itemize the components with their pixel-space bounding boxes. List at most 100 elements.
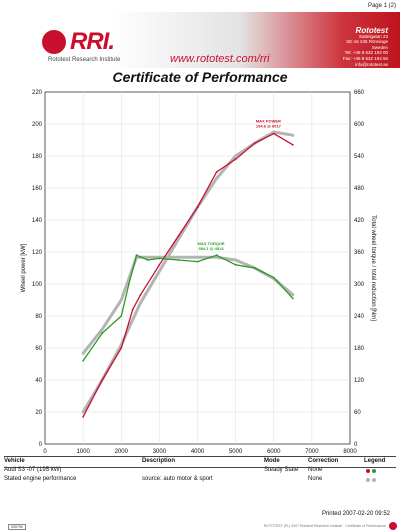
data-point-power-measured [215, 171, 218, 173]
y-left-tick-label: 20 [35, 410, 42, 416]
y-right-tick-label: 420 [354, 218, 365, 224]
vehicle-correction: None [308, 467, 323, 473]
data-point-power-measured [272, 132, 275, 135]
data-point-torque-measured [234, 263, 237, 266]
x-tick-label: 3000 [153, 449, 167, 455]
data-point-torque-measured [135, 254, 138, 257]
header-banner [110, 12, 400, 68]
data-point-power-measured [253, 142, 256, 145]
y-right-tick-label: 360 [354, 250, 365, 256]
y-left-tick-label: 160 [32, 186, 43, 192]
y-left-tick-label: 100 [32, 282, 43, 288]
col-vehicle: Vehicle [4, 458, 25, 464]
data-point-power-measured [291, 143, 294, 146]
address-brand: Rototest [355, 26, 388, 35]
y-left-tick-label: 180 [32, 154, 43, 160]
data-point-torque-measured [101, 332, 104, 334]
y-right-tick-label: 60 [354, 410, 361, 416]
vehicle-mode: Steady State [264, 467, 299, 473]
series-line-torque-measured [82, 254, 294, 362]
y-left-tick-label: 120 [32, 250, 43, 256]
col-correction: Correction [308, 458, 339, 464]
vehicle-description: source: auto motor & sport [142, 476, 213, 482]
x-tick-label: 4000 [191, 449, 205, 455]
data-point-power-measured [131, 308, 134, 311]
legend-torque-dot-icon [372, 469, 376, 473]
data-point-torque-measured [291, 297, 294, 300]
x-tick-label: 0 [43, 449, 47, 455]
x-tick-label: 5000 [229, 449, 243, 455]
x-tick-label: 2000 [115, 449, 129, 455]
x-tick-label: 1000 [76, 449, 90, 455]
legend-swatches [366, 469, 378, 475]
annotation-value: 354.1 @ 4513 [199, 246, 225, 251]
y-right-tick-label: 480 [354, 186, 365, 192]
data-point-power-measured [139, 294, 142, 297]
y-left-tick-label: 60 [35, 346, 42, 352]
address-line: SE-16 245 Rönninge [346, 39, 388, 45]
vehicle-correction: None [308, 476, 323, 482]
y-right-tick-label: 0 [354, 442, 358, 448]
footer-logo-icon [389, 522, 397, 530]
address-line: Tel: +46 8 532 193 00 [344, 50, 388, 56]
annotation-value: 194.8 @ 6017 [256, 123, 282, 128]
col-mode: Mode [264, 458, 280, 464]
y-left-tick-label: 0 [39, 442, 43, 448]
y-left-tick-label: 140 [32, 218, 43, 224]
y-left-tick-label: 220 [32, 90, 43, 96]
rototest-logo-icon [42, 30, 66, 54]
data-point-torque-measured [147, 259, 149, 261]
address-line: Sweden [371, 44, 388, 50]
data-point-torque-measured [215, 254, 218, 257]
x-tick-label: 6000 [267, 449, 281, 455]
data-point-power-measured [120, 347, 123, 349]
data-point-power-measured [82, 415, 85, 418]
y-right-tick-label: 660 [354, 90, 365, 96]
page-number: Page 1 (2) [367, 3, 396, 9]
legend-swatches [366, 478, 378, 484]
document-code: 000799 [8, 524, 26, 530]
annotation-label: MAX POWER [256, 118, 281, 123]
col-description: Description [142, 458, 176, 464]
data-point-torque-measured [177, 259, 180, 261]
data-point-torque-measured [253, 267, 256, 269]
vehicle-name: Audi S3 -07 (195 kW) [4, 467, 62, 473]
data-point-torque-measured [127, 283, 130, 285]
col-legend: Legend [364, 458, 386, 464]
data-point-torque-measured [272, 276, 275, 279]
annotation-label: MAX TORQUE [198, 241, 225, 246]
legend-stated-torque-dot-icon [372, 478, 376, 482]
x-tick-label: 8000 [343, 449, 357, 455]
y-right-tick-label: 600 [354, 122, 365, 128]
y-right-axis-label: Total wheel torque / total reduction [Nm… [370, 215, 376, 321]
data-point-torque-measured [120, 315, 123, 317]
footer: 000799 ROTOTEST (PL) 2007 Rototest Resea… [0, 522, 400, 531]
table-top-rule [4, 456, 396, 457]
address-block: Rototest Sattelgatan 23 SE-16 245 Rönnin… [342, 26, 388, 67]
y-right-tick-label: 240 [354, 314, 365, 320]
address-line: Fax: +46 8 532 193 50 [342, 55, 388, 61]
y-right-tick-label: 540 [354, 154, 365, 160]
page-title: Certificate of Performance [112, 69, 288, 85]
x-tick-label: 7000 [305, 449, 319, 455]
table-header-rule [4, 467, 396, 468]
data-point-torque-measured [158, 257, 161, 260]
vehicle-name: Stated engine performance [4, 476, 77, 482]
y-left-axis-label: Wheel power [kW] [21, 243, 27, 292]
legend-stated-power-dot-icon [366, 478, 370, 482]
website-link[interactable]: www.rototest.com/rri [170, 53, 270, 65]
y-left-tick-label: 200 [32, 122, 43, 128]
table-row: Audi S3 -07 (195 kW) Steady State None [4, 467, 396, 476]
footer-text: ROTOTEST (PL) 2007 Rototest Research Ins… [263, 524, 386, 528]
y-right-tick-label: 120 [354, 378, 365, 384]
table-header-row: Vehicle Description Mode Correction Lege… [4, 458, 396, 467]
data-point-power-measured [177, 235, 180, 237]
data-point-torque-measured [82, 359, 85, 362]
header: RRI. Rototest Research Institute www.rot… [0, 12, 400, 68]
table-row: Stated engine performance source: auto m… [4, 476, 396, 485]
address-line: Sattelgatan 23 [358, 33, 388, 39]
legend-power-dot-icon [366, 469, 370, 473]
data-point-power-measured [196, 206, 199, 209]
data-point-power-measured [234, 158, 237, 161]
